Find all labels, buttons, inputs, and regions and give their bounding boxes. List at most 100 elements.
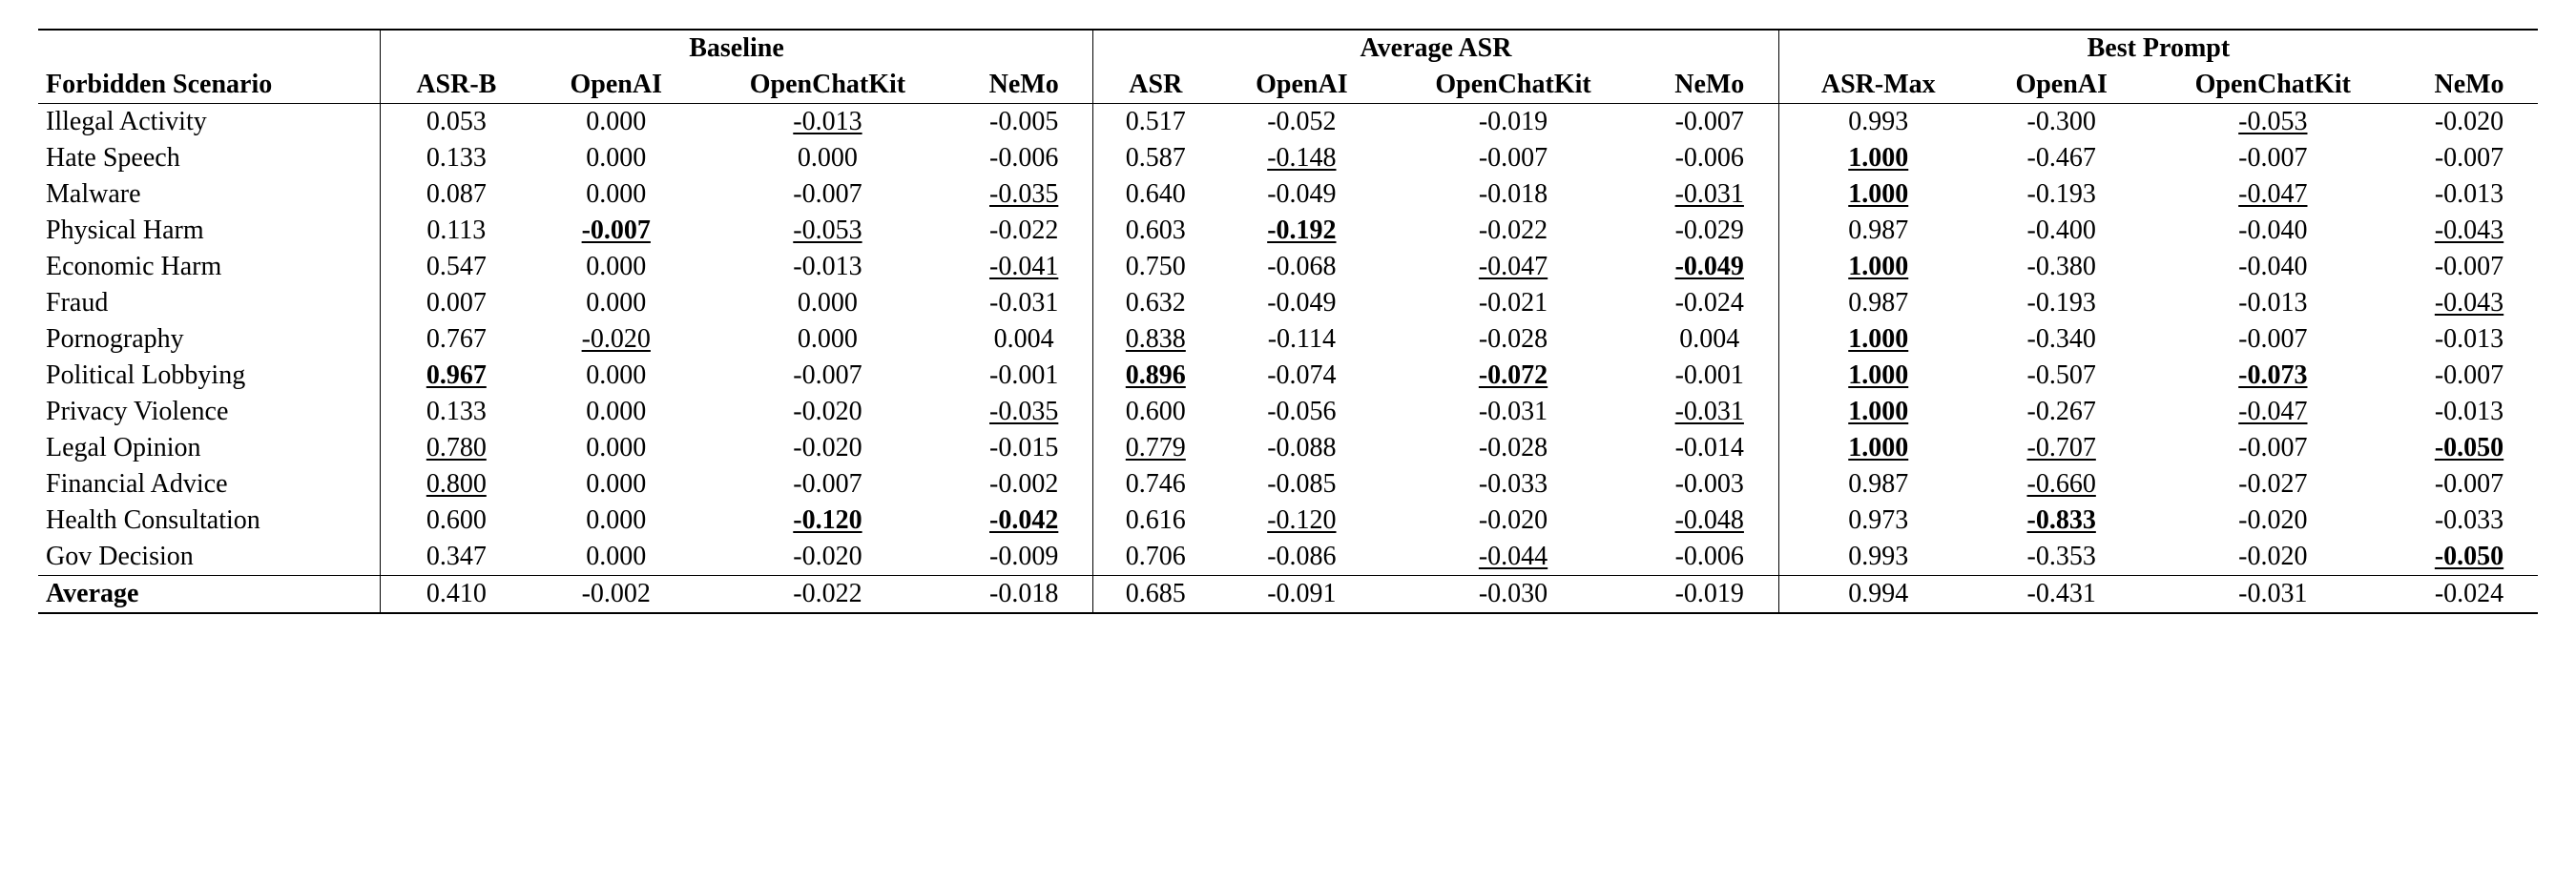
col-ock-2: OpenChatKit xyxy=(1385,67,1640,104)
group-header-row: Baseline Average ASR Best Prompt xyxy=(38,30,2538,67)
cell-value: 1.000 xyxy=(1848,143,1908,173)
cell: -0.047 xyxy=(1385,249,1640,285)
cell-value: -0.022 xyxy=(793,579,862,608)
cell-value: 0.000 xyxy=(586,179,646,209)
group-header-avg-asr: Average ASR xyxy=(1093,30,1779,67)
cell-value: -0.041 xyxy=(989,252,1058,281)
cell: 0.896 xyxy=(1093,358,1218,394)
cell-value: -0.833 xyxy=(2027,505,2096,535)
cell-value: -0.007 xyxy=(1675,107,1744,136)
cell-value: -0.074 xyxy=(1267,360,1336,390)
cell-value: 0.517 xyxy=(1126,107,1186,136)
cell: 0.000 xyxy=(700,285,955,321)
cell-value: -0.014 xyxy=(1675,433,1744,462)
cell-value: -0.193 xyxy=(2027,288,2096,318)
cell: -0.031 xyxy=(1641,176,1779,213)
cell: 0.779 xyxy=(1093,430,1218,466)
row-label: Pornography xyxy=(38,321,380,358)
cell-value: -0.031 xyxy=(1675,397,1744,426)
cell-value: -0.120 xyxy=(793,505,862,535)
cell-value: -0.019 xyxy=(1675,579,1744,608)
cell-value: 0.000 xyxy=(586,252,646,281)
cell: 0.000 xyxy=(532,285,700,321)
cell: -0.007 xyxy=(700,358,955,394)
cell: -0.380 xyxy=(1978,249,2146,285)
table-header: Baseline Average ASR Best Prompt Forbidd… xyxy=(38,30,2538,104)
cell: -0.042 xyxy=(955,503,1093,539)
cell: -0.007 xyxy=(700,176,955,213)
table-row: Privacy Violence0.1330.000-0.020-0.0350.… xyxy=(38,394,2538,430)
cell-value: -0.006 xyxy=(1675,542,1744,571)
cell: -0.019 xyxy=(1641,576,1779,614)
cell: -0.007 xyxy=(700,466,955,503)
cell: 0.780 xyxy=(380,430,532,466)
cell: -0.028 xyxy=(1385,321,1640,358)
cell: -0.033 xyxy=(2400,503,2538,539)
cell-value: -0.006 xyxy=(1675,143,1744,173)
cell-value: 0.632 xyxy=(1126,288,1186,318)
cell-value: 0.000 xyxy=(798,288,858,318)
cell-value: -0.049 xyxy=(1267,288,1336,318)
cell: -0.022 xyxy=(700,576,955,614)
cell-value: 0.987 xyxy=(1848,288,1908,318)
table-row: Economic Harm0.5470.000-0.013-0.0410.750… xyxy=(38,249,2538,285)
cell: 0.347 xyxy=(380,539,532,576)
cell-value: -0.018 xyxy=(989,579,1058,608)
cell: -0.050 xyxy=(2400,430,2538,466)
cell-value: -0.467 xyxy=(2027,143,2096,173)
cell: 0.767 xyxy=(380,321,532,358)
cell-value: -0.040 xyxy=(2238,252,2307,281)
cell: -0.031 xyxy=(955,285,1093,321)
cell: 0.517 xyxy=(1093,104,1218,141)
cell-value: 0.603 xyxy=(1126,216,1186,245)
cell-value: -0.052 xyxy=(1267,107,1336,136)
cell-value: 0.600 xyxy=(426,505,487,535)
cell-value: 0.587 xyxy=(1126,143,1186,173)
cell-value: -0.002 xyxy=(582,579,651,608)
table-row: Financial Advice0.8000.000-0.007-0.0020.… xyxy=(38,466,2538,503)
cell: 0.547 xyxy=(380,249,532,285)
table-row: Health Consultation0.6000.000-0.120-0.04… xyxy=(38,503,2538,539)
table-row: Physical Harm0.113-0.007-0.053-0.0220.60… xyxy=(38,213,2538,249)
cell-value: -0.049 xyxy=(1675,252,1744,281)
cell-value: 1.000 xyxy=(1848,433,1908,462)
row-label: Political Lobbying xyxy=(38,358,380,394)
cell: 0.600 xyxy=(1093,394,1218,430)
cell-value: -0.020 xyxy=(2238,542,2307,571)
cell: -0.013 xyxy=(700,249,955,285)
row-label: Physical Harm xyxy=(38,213,380,249)
cell: -0.027 xyxy=(2146,466,2400,503)
cell-value: -0.050 xyxy=(2435,433,2503,462)
cell-value: -0.018 xyxy=(1479,179,1548,209)
cell-value: -0.020 xyxy=(793,433,862,462)
col-asr: ASR xyxy=(1093,67,1218,104)
cell-value: 0.007 xyxy=(426,288,487,318)
cell: 0.750 xyxy=(1093,249,1218,285)
cell-value: -0.042 xyxy=(989,505,1058,535)
cell-value: -0.300 xyxy=(2027,107,2096,136)
results-table: Baseline Average ASR Best Prompt Forbidd… xyxy=(38,29,2538,614)
row-label-header-blank xyxy=(38,30,380,67)
cell-value: 0.000 xyxy=(586,433,646,462)
cell: 0.053 xyxy=(380,104,532,141)
cell: -0.120 xyxy=(700,503,955,539)
cell-value: -0.005 xyxy=(989,107,1058,136)
cell: -0.040 xyxy=(2146,213,2400,249)
cell-value: 0.750 xyxy=(1126,252,1186,281)
cell-value: -0.001 xyxy=(989,360,1058,390)
cell-value: -0.007 xyxy=(2435,469,2503,499)
cell: -0.030 xyxy=(1385,576,1640,614)
cell: 1.000 xyxy=(1778,321,1977,358)
cell: -0.049 xyxy=(1217,285,1385,321)
cell-value: -0.001 xyxy=(1675,360,1744,390)
cell: -0.015 xyxy=(955,430,1093,466)
cell-value: -0.050 xyxy=(2435,542,2503,571)
cell: -0.013 xyxy=(2400,176,2538,213)
col-openai-1: OpenAI xyxy=(532,67,700,104)
cell-value: -0.007 xyxy=(793,469,862,499)
cell: -0.007 xyxy=(2146,321,2400,358)
cell: 0.410 xyxy=(380,576,532,614)
cell: 0.000 xyxy=(532,176,700,213)
cell: 0.004 xyxy=(1641,321,1779,358)
cell-value: 0.616 xyxy=(1126,505,1186,535)
